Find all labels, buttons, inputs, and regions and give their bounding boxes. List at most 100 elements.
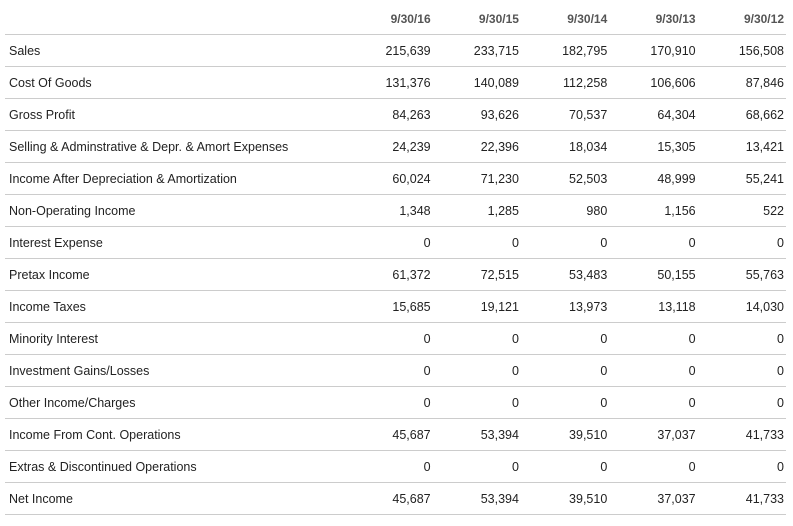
row-value-cell: 0	[520, 354, 610, 387]
row-value-cell: 0	[697, 450, 786, 483]
row-value-cell: 68,662	[697, 98, 786, 131]
table-row: Non-Operating Income 1,348 1,285 980 1,156 52…	[5, 194, 786, 227]
row-value-cell: 0	[344, 354, 433, 387]
row-value-cell: 0	[432, 226, 521, 259]
row-value-cell: 106,606	[609, 66, 698, 99]
row-label: Selling & Adminstrative & Depr. & Amort …	[5, 130, 345, 163]
row-value-cell: 41,733	[697, 482, 786, 515]
row-label: Extras & Discontinued Operations	[5, 450, 345, 483]
row-value-cell: 0	[344, 386, 433, 419]
row-value-cell: 87,846	[697, 66, 786, 99]
row-label: Minority Interest	[5, 322, 345, 355]
row-value-cell: 0	[432, 354, 521, 387]
row-value-cell: 1,348	[344, 194, 433, 227]
row-value-cell: 1,285	[432, 194, 521, 227]
row-value-cell: 13,973	[520, 290, 610, 323]
row-value-cell: 50,155	[609, 258, 698, 291]
header-label-cell	[5, 3, 345, 35]
row-value-cell: 0	[432, 322, 521, 355]
column-header-fy2013: 9/30/13	[609, 3, 698, 35]
table-row: Cost Of Goods 131,376 140,089 112,258 106,60…	[5, 66, 786, 99]
row-value-cell: 15,305	[609, 130, 698, 163]
column-header-fy2016: 9/30/16	[344, 3, 433, 35]
row-value-cell: 1,156	[609, 194, 698, 227]
row-label: Other Income/Charges	[5, 386, 345, 419]
row-value-cell: 0	[520, 226, 610, 259]
row-value-cell: 39,510	[520, 482, 610, 515]
row-value-cell: 0	[344, 322, 433, 355]
row-value-cell: 39,510	[520, 418, 610, 451]
row-value-cell: 14,030	[697, 290, 786, 323]
row-value-cell: 22,396	[432, 130, 521, 163]
row-value-cell: 0	[432, 450, 521, 483]
row-value-cell: 37,037	[609, 482, 698, 515]
row-label: Cost Of Goods	[5, 66, 345, 99]
row-value-cell: 55,241	[697, 162, 786, 195]
row-label: Income From Cont. Operations	[5, 418, 345, 451]
row-value-cell: 0	[609, 322, 698, 355]
row-value-cell: 48,999	[609, 162, 698, 195]
table-row: Pretax Income 61,372 72,515 53,483 50,155 55,…	[5, 258, 786, 291]
row-value-cell: 170,910	[609, 34, 698, 67]
column-header-fy2015: 9/30/15	[432, 3, 521, 35]
row-value-cell: 19,121	[432, 290, 521, 323]
row-value-cell: 0	[520, 322, 610, 355]
row-value-cell: 37,037	[609, 418, 698, 451]
row-value-cell: 0	[344, 226, 433, 259]
row-label: Sales	[5, 34, 345, 67]
table-row: Income Taxes 15,685 19,121 13,973 13,118 14,0…	[5, 290, 786, 323]
table-row: Other Income/Charges 0 0 0 0 0	[5, 386, 786, 419]
table-body: Sales 215,639 233,715 182,795 170,910 156,508…	[5, 34, 786, 515]
row-value-cell: 72,515	[432, 258, 521, 291]
row-value-cell: 61,372	[344, 258, 433, 291]
row-value-cell: 0	[609, 226, 698, 259]
row-value-cell: 0	[697, 322, 786, 355]
row-label: Income After Depreciation & Amortization	[5, 162, 345, 195]
row-value-cell: 41,733	[697, 418, 786, 451]
row-label: Gross Profit	[5, 98, 345, 131]
row-value-cell: 140,089	[432, 66, 521, 99]
column-header-fy2014: 9/30/14	[520, 3, 610, 35]
row-value-cell: 45,687	[344, 482, 433, 515]
row-value-cell: 0	[697, 386, 786, 419]
table-row: Selling & Adminstrative & Depr. & Amort …	[5, 130, 786, 163]
table-row: Net Income 45,687 53,394 39,510 37,037 41,733	[5, 482, 786, 515]
row-value-cell: 131,376	[344, 66, 433, 99]
row-value-cell: 53,394	[432, 418, 521, 451]
row-label: Non-Operating Income	[5, 194, 345, 227]
header-row: 9/30/16 9/30/15 9/30/14 9/30/13 9/30/12	[5, 3, 786, 35]
row-value-cell: 24,239	[344, 130, 433, 163]
row-value-cell: 0	[697, 226, 786, 259]
row-value-cell: 0	[609, 450, 698, 483]
row-value-cell: 53,483	[520, 258, 610, 291]
table-row: Sales 215,639 233,715 182,795 170,910 156,508	[5, 34, 786, 67]
row-value-cell: 182,795	[520, 34, 610, 67]
row-value-cell: 0	[344, 450, 433, 483]
row-value-cell: 71,230	[432, 162, 521, 195]
row-value-cell: 93,626	[432, 98, 521, 131]
row-value-cell: 13,421	[697, 130, 786, 163]
row-value-cell: 112,258	[520, 66, 610, 99]
row-value-cell: 70,537	[520, 98, 610, 131]
row-label: Pretax Income	[5, 258, 345, 291]
table-row: Income From Cont. Operations 45,687 53,394…	[5, 418, 786, 451]
row-value-cell: 980	[520, 194, 610, 227]
row-value-cell: 0	[697, 354, 786, 387]
row-label: Interest Expense	[5, 226, 345, 259]
row-value-cell: 15,685	[344, 290, 433, 323]
row-value-cell: 60,024	[344, 162, 433, 195]
table-row: Extras & Discontinued Operations 0 0 0 0 0	[5, 450, 786, 483]
row-label: Investment Gains/Losses	[5, 354, 345, 387]
row-label: Income Taxes	[5, 290, 345, 323]
table-row: Gross Profit 84,263 93,626 70,537 64,304 68,6…	[5, 98, 786, 131]
row-value-cell: 0	[432, 386, 521, 419]
income-statement-table: 9/30/16 9/30/15 9/30/14 9/30/13 9/30/12 …	[5, 3, 786, 515]
row-value-cell: 13,118	[609, 290, 698, 323]
row-value-cell: 233,715	[432, 34, 521, 67]
table-row: Investment Gains/Losses 0 0 0 0 0	[5, 354, 786, 387]
row-value-cell: 45,687	[344, 418, 433, 451]
row-value-cell: 84,263	[344, 98, 433, 131]
row-value-cell: 156,508	[697, 34, 786, 67]
row-value-cell: 0	[520, 386, 610, 419]
row-value-cell: 64,304	[609, 98, 698, 131]
